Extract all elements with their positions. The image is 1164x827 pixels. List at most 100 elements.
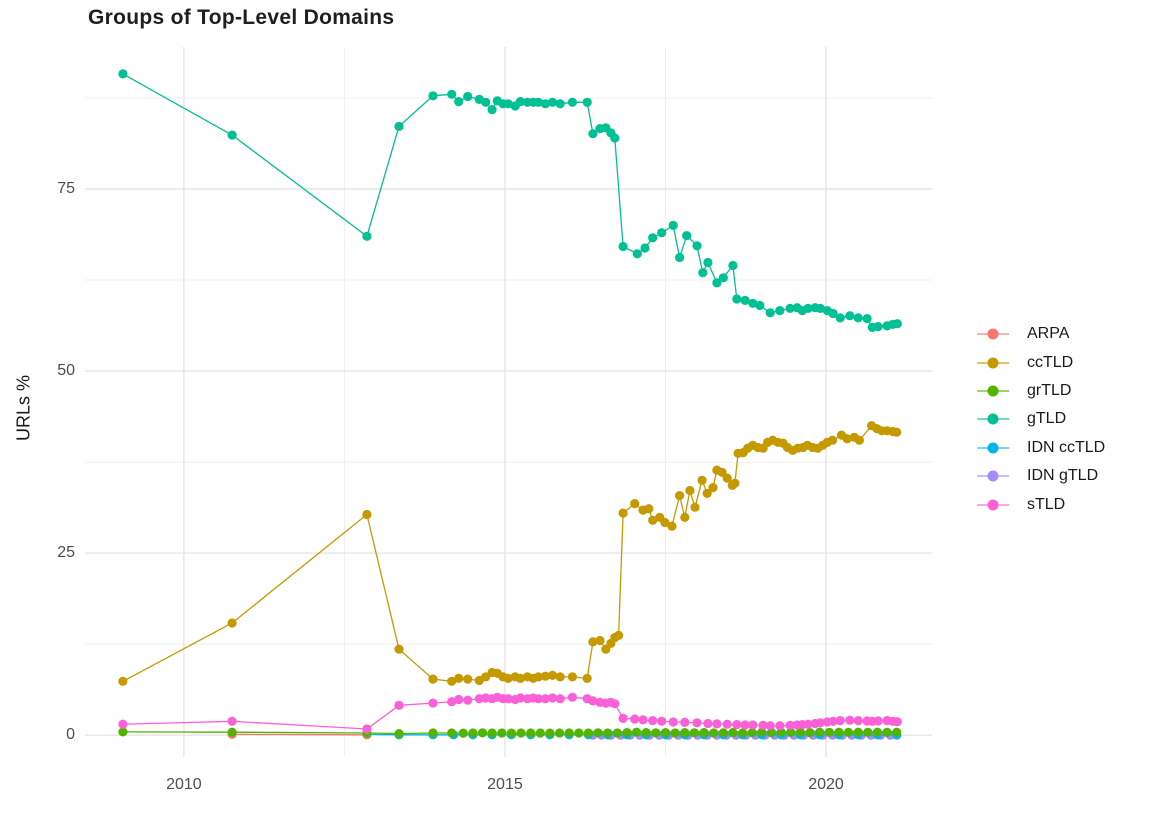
- y-tick-label: 0: [66, 726, 75, 744]
- data-point-gtld: [582, 97, 592, 107]
- data-point-gtld: [428, 91, 438, 101]
- data-point-stld: [703, 718, 713, 729]
- data-point-stld: [692, 718, 702, 728]
- data-point-stld: [668, 717, 678, 727]
- data-point-gtld: [765, 308, 775, 318]
- data-point-stld: [845, 715, 855, 725]
- data-point-grtld: [843, 727, 854, 738]
- data-point-grtld: [603, 728, 613, 738]
- data-point-cctld: [708, 483, 718, 493]
- data-point-gtld: [785, 303, 795, 313]
- data-point-stld: [630, 714, 640, 724]
- data-point-stld: [648, 716, 658, 726]
- data-point-gtld: [703, 257, 713, 268]
- data-point-cctld: [842, 434, 852, 444]
- data-point-stld: [540, 694, 551, 704]
- data-point-stld: [610, 699, 620, 709]
- data-point-grtld: [795, 727, 806, 737]
- data-point-gtld: [503, 99, 513, 109]
- data-point-grtld: [670, 728, 680, 738]
- data-point-grtld: [680, 728, 690, 738]
- data-point-stld: [873, 716, 883, 726]
- data-point-gtld: [118, 69, 128, 79]
- data-point-grtld: [574, 728, 584, 738]
- data-point-grtld: [535, 728, 545, 738]
- data-point-stld: [758, 720, 768, 730]
- legend-key-icon: [977, 470, 1009, 482]
- data-point-cctld: [722, 473, 732, 483]
- legend-label: gTLD: [1027, 410, 1067, 428]
- data-point-grtld: [583, 728, 594, 738]
- data-point-gtld: [632, 249, 642, 259]
- data-point-grtld: [718, 728, 728, 738]
- data-point-stld: [503, 694, 513, 704]
- data-point-gtld: [648, 233, 658, 243]
- data-point-gtld: [657, 228, 667, 238]
- data-point-gtld: [873, 322, 883, 332]
- data-point-grtld: [660, 728, 671, 738]
- data-point-stld: [533, 694, 544, 704]
- data-point-cctld: [614, 630, 624, 641]
- x-tick-label: 2010: [166, 776, 202, 793]
- data-point-grtld: [709, 728, 719, 738]
- data-point-grtld: [526, 728, 536, 738]
- data-point-grtld: [468, 728, 478, 738]
- data-point-stld: [892, 717, 902, 727]
- data-point-cctld: [118, 676, 128, 686]
- data-point-gtld: [540, 99, 551, 109]
- data-point-grtld: [747, 728, 757, 738]
- data-point-cctld: [854, 435, 865, 445]
- data-point-gtld: [533, 97, 544, 107]
- legend-key-icon: [977, 357, 1009, 369]
- data-point-grtld: [118, 727, 128, 737]
- data-point-cctld: [463, 674, 473, 684]
- data-point-cctld: [503, 673, 513, 684]
- data-point-stld: [775, 721, 785, 731]
- data-point-gtld: [853, 313, 863, 323]
- data-point-cctld: [644, 504, 654, 514]
- data-point-gtld: [610, 133, 620, 143]
- data-point-cctld: [582, 673, 592, 684]
- y-tick-label: 25: [57, 544, 75, 562]
- data-point-stld: [835, 716, 845, 726]
- data-point-stld: [227, 716, 237, 726]
- data-point-cctld: [702, 488, 712, 498]
- data-point-grtld: [853, 727, 863, 737]
- series-line-grtld: [122, 731, 897, 735]
- series-line-gtld: [122, 73, 898, 329]
- data-point-stld: [547, 693, 558, 703]
- data-point-gtld: [740, 295, 750, 305]
- data-point-gtld: [640, 243, 650, 253]
- data-point-grtld: [612, 728, 622, 738]
- data-point-cctld: [660, 517, 670, 528]
- chart-title: Groups of Top-Level Domains: [88, 6, 395, 29]
- data-point-cctld: [547, 670, 558, 681]
- data-point-grtld: [815, 727, 825, 737]
- data-point-cctld: [481, 672, 491, 682]
- data-point-gtld: [728, 260, 738, 271]
- data-point-grtld: [447, 728, 457, 738]
- data-point-stld: [722, 719, 732, 729]
- data-point-grtld: [882, 727, 892, 738]
- data-point-stld: [618, 713, 628, 724]
- data-point-grtld: [689, 728, 700, 738]
- data-point-gtld: [454, 97, 464, 107]
- data-point-grtld: [872, 727, 883, 737]
- data-point-gtld: [394, 121, 404, 131]
- data-point-gtld: [692, 241, 702, 251]
- data-point-grtld: [593, 728, 603, 738]
- legend-item-stld: sTLD: [975, 490, 1105, 518]
- data-point-gtld: [862, 314, 872, 324]
- data-point-grtld: [394, 729, 404, 739]
- data-point-gtld: [668, 220, 678, 230]
- data-point-grtld: [892, 727, 902, 737]
- data-point-stld: [638, 715, 648, 725]
- data-point-grtld: [555, 728, 565, 738]
- legend-label: sTLD: [1027, 495, 1066, 513]
- data-point-grtld: [863, 727, 873, 738]
- data-point-stld: [118, 719, 128, 729]
- data-point-gtld: [487, 105, 497, 115]
- data-point-stld: [815, 718, 825, 728]
- legend-key-icon: [977, 499, 1009, 511]
- data-point-grtld: [458, 728, 468, 738]
